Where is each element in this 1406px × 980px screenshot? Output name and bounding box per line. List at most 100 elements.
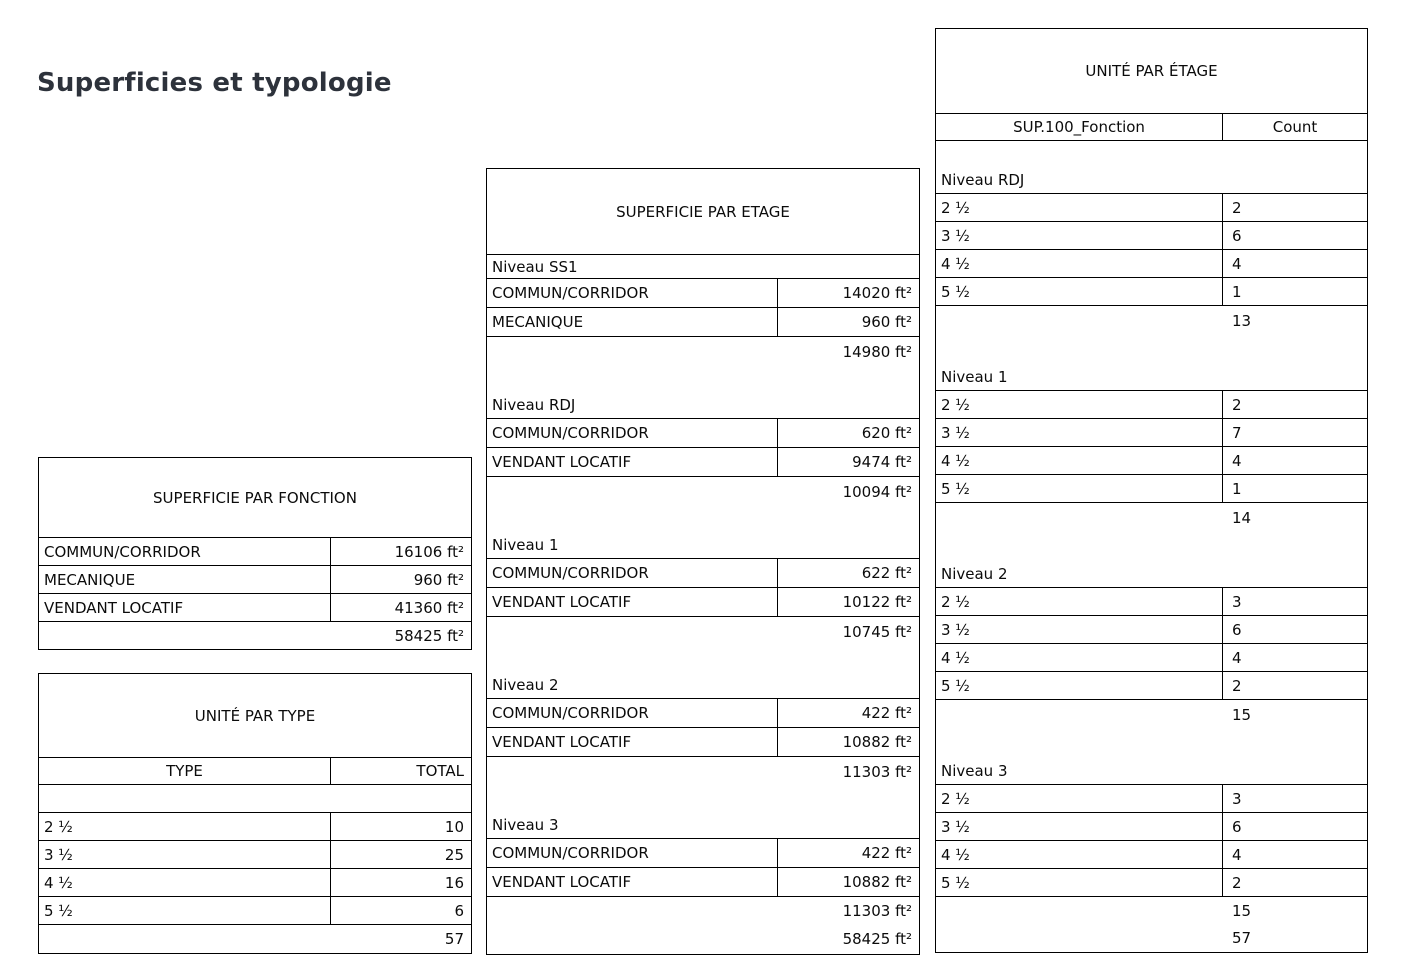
row-label: 4 ½ <box>941 451 970 470</box>
row-label: 4 ½ <box>941 845 970 864</box>
row-value: 422 ft² <box>777 839 919 867</box>
group-header: Niveau SS1 <box>487 255 919 279</box>
table-row: MECANIQUE 960 ft² <box>487 308 919 337</box>
row-value: 960 ft² <box>777 308 919 336</box>
table-row: 5 ½ 1 <box>936 278 1367 306</box>
table-row: 2 ½ 10 <box>39 813 471 841</box>
table-row: 2 ½ 3 <box>936 588 1367 616</box>
column-header-label: SUP.100_Fonction <box>1013 118 1145 136</box>
table-row: 2 ½ 3 <box>936 785 1367 813</box>
table-title: SUPERFICIE PAR ETAGE <box>487 169 919 255</box>
row-label: 4 ½ <box>44 873 73 892</box>
row-value: 16 <box>330 869 471 896</box>
table-superficie-par-etage: SUPERFICIE PAR ETAGE Niveau SS1 COMMUN/COR… <box>486 168 920 955</box>
table-row: COMMUN/CORRIDOR 422 ft² <box>487 699 919 728</box>
table-title: UNITÉ PAR TYPE <box>39 674 471 758</box>
table-footer: 15 57 <box>936 897 1367 952</box>
row-value: 1 <box>1222 278 1367 305</box>
table-row: 4 ½ 16 <box>39 869 471 897</box>
row-value: 6 <box>1222 813 1367 840</box>
row-label: 5 ½ <box>44 901 73 920</box>
row-label: 5 ½ <box>941 282 970 301</box>
row-value: 6 <box>1222 616 1367 643</box>
table-title: UNITÉ PAR ÉTAGE <box>936 29 1367 114</box>
table-footer: 11303 ft² 58425 ft² <box>487 897 919 954</box>
row-value: 10122 ft² <box>777 588 919 616</box>
table-row: 5 ½ 2 <box>936 869 1367 897</box>
table-row: 3 ½ 6 <box>936 222 1367 250</box>
row-label: 5 ½ <box>941 676 970 695</box>
table-row: VENDANT LOCATIF 10882 ft² <box>487 728 919 757</box>
table-row: 5 ½ 2 <box>936 672 1367 700</box>
row-label: VENDANT LOCATIF <box>492 733 632 751</box>
row-value: 4 <box>1222 644 1367 671</box>
table-title: SUPERFICIE PAR FONCTION <box>39 458 471 538</box>
row-label: COMMUN/CORRIDOR <box>492 704 649 722</box>
row-value: 4 <box>1222 250 1367 277</box>
row-label: 2 ½ <box>941 592 970 611</box>
table-row: COMMUN/CORRIDOR 16106 ft² <box>39 538 471 566</box>
table-row: COMMUN/CORRIDOR 620 ft² <box>487 419 919 448</box>
group-header: Niveau 2 <box>492 675 559 694</box>
row-label: VENDANT LOCATIF <box>492 453 632 471</box>
group-header: Niveau 1 <box>941 367 1008 386</box>
row-label: COMMUN/CORRIDOR <box>492 844 649 862</box>
table-row: 3 ½ 7 <box>936 419 1367 447</box>
row-value: 2 <box>1222 672 1367 699</box>
row-value: 41360 ft² <box>330 594 471 621</box>
table-row: 4 ½ 4 <box>936 250 1367 278</box>
group-section-break: 13 Niveau 1 <box>936 306 1367 391</box>
group-section-break: 14980 ft² Niveau RDJ <box>487 337 919 419</box>
table-row: 5 ½ 1 <box>936 475 1367 503</box>
table-row: 2 ½ 2 <box>936 194 1367 222</box>
group-header: Niveau RDJ <box>941 170 1025 189</box>
row-label: 5 ½ <box>941 479 970 498</box>
table-row: 4 ½ 4 <box>936 447 1367 475</box>
table-row: 5 ½ 6 <box>39 897 471 925</box>
grand-total-value: 57 <box>1232 928 1252 947</box>
subtotal-value: 10745 ft² <box>842 622 912 641</box>
subtotal-value: 15 <box>1232 901 1252 920</box>
group-section-break: 14 Niveau 2 <box>936 503 1367 588</box>
row-label: MECANIQUE <box>492 313 584 331</box>
group-header: Niveau 3 <box>492 815 559 834</box>
row-label: VENDANT LOCATIF <box>44 598 184 617</box>
group-section-break: 10745 ft² Niveau 2 <box>487 617 919 699</box>
group-header: Niveau 2 <box>941 564 1008 583</box>
subtotal-value: 11303 ft² <box>842 902 912 920</box>
subtotal-value: 10094 ft² <box>842 482 912 501</box>
group-header: Niveau 1 <box>492 535 559 554</box>
subtotal-value: 13 <box>1232 311 1252 330</box>
subtotal-value: 11303 ft² <box>842 762 912 781</box>
row-value: 25 <box>330 841 471 868</box>
column-header-row: SUP.100_Fonction Count <box>936 114 1367 141</box>
row-value: 10882 ft² <box>777 868 919 896</box>
page-title: Superficies et typologie <box>37 68 392 98</box>
table-row: COMMUN/CORRIDOR 622 ft² <box>487 559 919 588</box>
row-value: 10 <box>330 813 471 840</box>
row-label: COMMUN/CORRIDOR <box>492 564 649 582</box>
row-label: 3 ½ <box>44 845 73 864</box>
group-header: Niveau 3 <box>941 761 1008 780</box>
row-label: VENDANT LOCATIF <box>492 873 632 891</box>
table-row: VENDANT LOCATIF 10122 ft² <box>487 588 919 617</box>
subtotal-value: 14980 ft² <box>842 342 912 361</box>
table-row: 3 ½ 6 <box>936 616 1367 644</box>
row-label: 3 ½ <box>941 620 970 639</box>
column-header-value: TOTAL <box>330 758 471 784</box>
row-value: 620 ft² <box>777 419 919 447</box>
row-label: COMMUN/CORRIDOR <box>492 284 649 302</box>
table-row: 3 ½ 25 <box>39 841 471 869</box>
row-label: 3 ½ <box>941 817 970 836</box>
row-label: MECANIQUE <box>44 570 136 589</box>
row-label: 5 ½ <box>941 873 970 892</box>
column-header-value: Count <box>1222 114 1367 140</box>
row-label: 3 ½ <box>941 423 970 442</box>
group-section-break: 11303 ft² Niveau 3 <box>487 757 919 839</box>
table-unite-par-type: UNITÉ PAR TYPE TYPE TOTAL 2 ½ 10 3 ½ 25 4 ½ 16 5 … <box>38 673 472 954</box>
total-value: 58425 ft² <box>394 626 464 645</box>
row-value: 2 <box>1222 194 1367 221</box>
table-unite-par-etage: UNITÉ PAR ÉTAGE SUP.100_Fonction Count Nive… <box>935 28 1368 953</box>
row-value: 622 ft² <box>777 559 919 587</box>
